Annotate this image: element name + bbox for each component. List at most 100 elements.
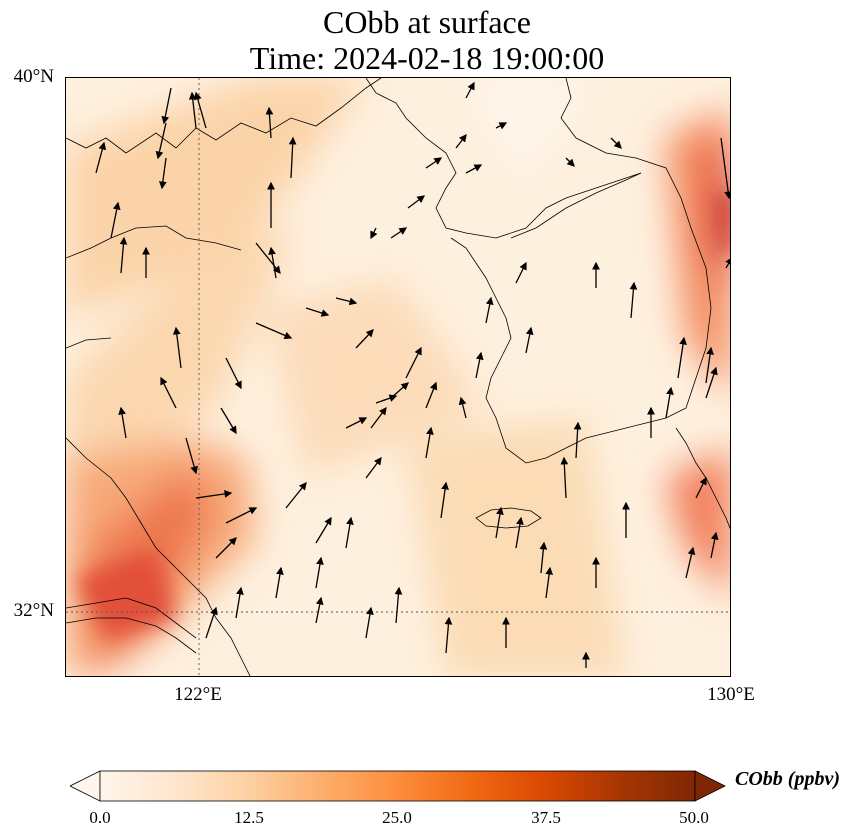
wind-vector (407, 195, 426, 209)
wind-vector (305, 307, 330, 317)
wind-vector (158, 157, 167, 190)
wind-vector (685, 546, 696, 579)
wind-vector (119, 236, 128, 274)
wind-vector (629, 281, 638, 319)
wind-vector (495, 506, 504, 539)
wind-vector (160, 376, 177, 409)
wind-vector (560, 456, 569, 499)
wind-vector (345, 516, 354, 549)
wind-vector (705, 366, 718, 399)
wind-vector (225, 357, 242, 390)
wind-vector (110, 201, 121, 239)
wind-vector (394, 586, 403, 624)
wind-vector (539, 541, 548, 574)
wind-vector (345, 417, 368, 429)
wind-vectors (95, 81, 730, 668)
coastlines (66, 78, 730, 676)
lon-label-130e: 130°E (707, 684, 755, 705)
coast-korea-west (450, 237, 647, 464)
map-panel (65, 77, 731, 677)
wind-vector (515, 261, 527, 284)
wind-vector (365, 606, 374, 639)
wind-vector (458, 396, 467, 419)
wind-vector (235, 586, 244, 619)
wind-vector (205, 606, 218, 639)
coast-liaodong (365, 78, 642, 239)
wind-vector (455, 133, 467, 149)
colorbar-tick-3: 37.5 (531, 808, 561, 827)
wind-vector (610, 137, 622, 149)
wind-vector (665, 386, 674, 419)
coast-jiangsu (66, 437, 251, 676)
wind-vector (118, 406, 127, 439)
coast-korea-east (560, 78, 712, 424)
wind-vector (265, 106, 274, 139)
wind-vector (315, 516, 332, 544)
plot-title: CObb at surface (323, 4, 531, 40)
wind-vector (275, 566, 284, 599)
wind-vector (440, 481, 449, 519)
colorbar-tick-4: 50.0 (679, 808, 709, 827)
river-yalu (510, 172, 642, 239)
wind-vector (573, 421, 582, 459)
wind-vector (315, 596, 324, 624)
river-yangtze-south (66, 617, 197, 654)
wind-vector (425, 426, 434, 459)
wind-vector (225, 507, 258, 524)
wind-vector (255, 322, 293, 340)
lat-label-32n: 32°N (13, 600, 54, 621)
wind-vector (335, 297, 358, 306)
wind-vector (515, 516, 524, 549)
wind-vector (720, 137, 730, 200)
wind-vector (705, 346, 714, 384)
wind-vector (405, 346, 422, 379)
wind-vector (172, 326, 182, 369)
wind-vector (315, 556, 324, 589)
map-canvas (66, 78, 730, 676)
wind-vector (525, 326, 534, 354)
wind-vector (215, 537, 237, 559)
colorbar-gradient (99, 770, 696, 802)
wind-vector (195, 490, 233, 499)
coast-bohai-north (66, 78, 382, 154)
wind-vector (465, 81, 475, 99)
wind-vector (285, 481, 307, 509)
wind-vector (710, 531, 719, 559)
lon-label-122e: 122°E (174, 684, 222, 705)
wind-vector (288, 136, 297, 179)
wind-vector (220, 407, 237, 435)
wind-vector (565, 157, 575, 167)
wind-vector (725, 256, 730, 269)
wind-vector (188, 91, 197, 129)
plot-time: Time: 2024-02-18 19:00:00 (249, 40, 605, 76)
wind-vector (425, 381, 438, 409)
river-yangtze-north (66, 597, 197, 639)
wind-vector (425, 157, 443, 169)
wind-vector (370, 227, 378, 240)
wind-vector (194, 91, 207, 129)
wind-vector (545, 566, 554, 599)
colorbar-extend-max (694, 770, 726, 802)
colorbar-tick-1: 12.5 (234, 808, 264, 827)
wind-vector (365, 456, 382, 479)
wind-vector (695, 476, 707, 499)
colorbar-tick-0: 0.0 (89, 808, 111, 827)
wind-vector (475, 351, 484, 379)
colorbar-tick-2: 25.0 (382, 808, 412, 827)
wind-vector (370, 406, 387, 429)
wind-vector (485, 296, 494, 324)
wind-vector (255, 242, 281, 275)
wind-vector (465, 164, 483, 174)
colorbar (70, 770, 726, 802)
lat-label-40n: 40°N (13, 66, 54, 87)
wind-vector (185, 437, 198, 475)
wind-vector (95, 141, 107, 174)
wind-vector (444, 616, 453, 654)
wind-vector (495, 122, 508, 130)
wind-vector (355, 329, 374, 349)
colorbar-label: CObb (ppbv) (735, 768, 840, 790)
wind-vector (155, 122, 167, 160)
wind-vector (161, 87, 172, 125)
wind-vector (390, 227, 408, 239)
coast-mid (66, 337, 112, 349)
